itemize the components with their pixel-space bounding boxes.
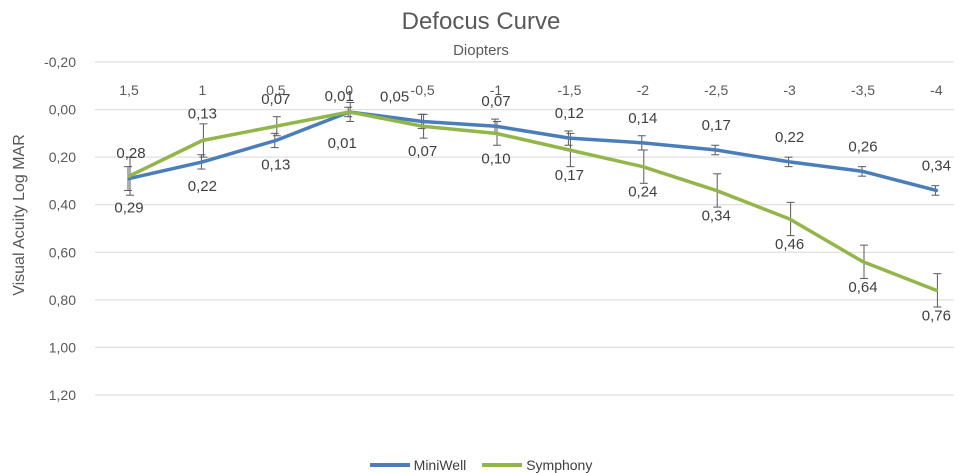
data-label: 0,26	[848, 138, 877, 155]
legend-item-miniwell: MiniWell	[369, 457, 467, 473]
legend: MiniWell Symphony	[0, 454, 962, 473]
data-label: 0,17	[555, 167, 584, 184]
data-label: 0,34	[922, 157, 951, 174]
data-label: 0,10	[481, 150, 510, 167]
y-tick-label: 0,60	[49, 244, 76, 260]
data-label: 0,14	[628, 110, 657, 127]
data-label: 0,07	[261, 91, 290, 108]
data-label: 0,05	[380, 88, 409, 105]
legend-item-symphony: Symphony	[482, 457, 592, 473]
x-tick-label: 0	[345, 82, 353, 98]
legend-swatch-symphony	[482, 463, 523, 467]
data-label: 0,13	[261, 156, 290, 173]
data-label: 0,01	[328, 135, 357, 152]
chart-title: Defocus Curve	[401, 8, 561, 35]
y-tick-label: 1,00	[49, 339, 76, 355]
series-line-symphony	[127, 110, 939, 293]
legend-label-miniwell: MiniWell	[413, 457, 467, 473]
data-label: 0,24	[628, 184, 657, 201]
y-tick-label: 0,40	[49, 197, 76, 213]
x-tick-label: 1,5	[119, 82, 139, 98]
data-label: 0,34	[702, 207, 731, 224]
y-tick-label: 0,00	[49, 102, 76, 118]
x-tick-label: -2	[637, 82, 650, 98]
y-axis-label: Visual Acuity Log MAR	[11, 134, 28, 296]
data-label: 0,64	[848, 279, 877, 296]
y-tick-label: 0,80	[49, 292, 76, 308]
x-tick-label: -1	[490, 82, 503, 98]
data-label: 0,17	[702, 117, 731, 134]
x-tick-label: -3,5	[851, 82, 875, 98]
x-tick-label: -2,5	[704, 82, 728, 98]
y-tick-label: -0,20	[44, 54, 76, 70]
legend-swatch-miniwell	[369, 463, 410, 467]
y-tick-label: 1,20	[49, 387, 76, 403]
series-line-miniwell	[127, 110, 939, 193]
data-label: 0,07	[481, 93, 510, 110]
x-tick-label: 0,5	[266, 82, 286, 98]
data-label: 0,28	[116, 145, 145, 162]
x-tick-label: -4	[930, 82, 943, 98]
data-label: 0,76	[922, 307, 951, 324]
data-label: 0,22	[775, 129, 804, 146]
data-label: 0,01	[325, 88, 354, 105]
chart-subtitle: Diopters	[453, 42, 509, 59]
x-tick-label: -3	[783, 82, 796, 98]
data-label: 0,29	[114, 200, 143, 217]
data-label: 0,07	[408, 143, 437, 160]
y-tick-label: 0,20	[49, 149, 76, 165]
x-tick-label: -0,5	[411, 82, 435, 98]
data-label: 0,46	[775, 236, 804, 253]
x-tick-label: 1	[199, 82, 207, 98]
x-tick-label: -1,5	[557, 82, 581, 98]
legend-label-symphony: Symphony	[526, 457, 593, 473]
data-label: 0,12	[555, 105, 584, 122]
data-label: 0,13	[188, 105, 217, 122]
data-label: 0,22	[188, 178, 217, 195]
